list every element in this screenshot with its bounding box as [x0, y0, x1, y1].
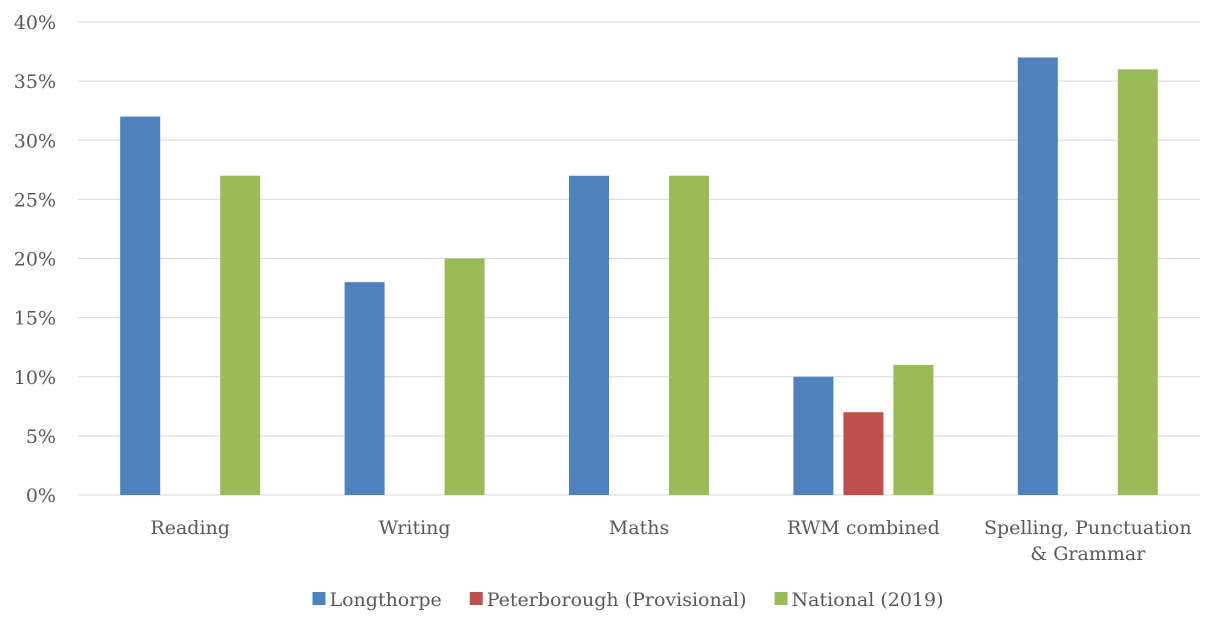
y-tick-label: 30% — [14, 130, 56, 152]
bar — [669, 175, 709, 495]
bar — [220, 175, 261, 495]
legend-swatch — [312, 592, 326, 605]
bars — [120, 57, 1158, 496]
x-category-label: RWM combined — [787, 517, 940, 539]
x-category-label: Spelling, Punctuation — [984, 517, 1192, 539]
y-tick-label: 5% — [26, 426, 56, 448]
y-tick-label: 35% — [14, 71, 56, 93]
bar — [120, 116, 161, 495]
legend-swatch — [774, 592, 788, 605]
y-tick-label: 25% — [14, 189, 56, 211]
y-tick-label: 40% — [14, 12, 56, 34]
x-category-label: Maths — [609, 517, 669, 539]
bar — [893, 364, 934, 495]
bar — [569, 175, 609, 495]
y-axis-tick-labels: 0% 5% 10% 15% 20% 25% 30% 35% 40% — [14, 12, 56, 507]
gridlines — [78, 21, 1200, 496]
legend-item: National (2019) — [774, 589, 944, 611]
legend-item: Peterborough (Provisional) — [469, 589, 747, 611]
y-tick-label: 20% — [14, 249, 56, 271]
legend-swatch — [469, 592, 483, 605]
legend-label: Longthorpe — [329, 589, 441, 611]
x-category-label: Reading — [150, 517, 230, 539]
y-tick-label: 0% — [26, 485, 56, 507]
bar — [793, 376, 834, 495]
bar — [344, 282, 385, 495]
legend-label: National (2019) — [792, 589, 944, 611]
x-category-label: & Grammar — [1030, 543, 1146, 565]
x-axis-category-labels: Reading Writing Maths RWM combined Spelling,… — [150, 517, 1191, 565]
legend-item: Longthorpe — [312, 589, 442, 611]
bar — [444, 258, 485, 495]
bar — [1117, 69, 1158, 496]
y-tick-label: 10% — [14, 367, 56, 389]
legend-label: Peterborough (Provisional) — [487, 589, 747, 611]
x-category-label: Writing — [379, 517, 451, 539]
legend: Longthorpe Peterborough (Provisional) Nati… — [312, 589, 944, 611]
y-tick-label: 15% — [14, 308, 56, 330]
bar — [1017, 57, 1058, 495]
bar — [843, 412, 884, 495]
